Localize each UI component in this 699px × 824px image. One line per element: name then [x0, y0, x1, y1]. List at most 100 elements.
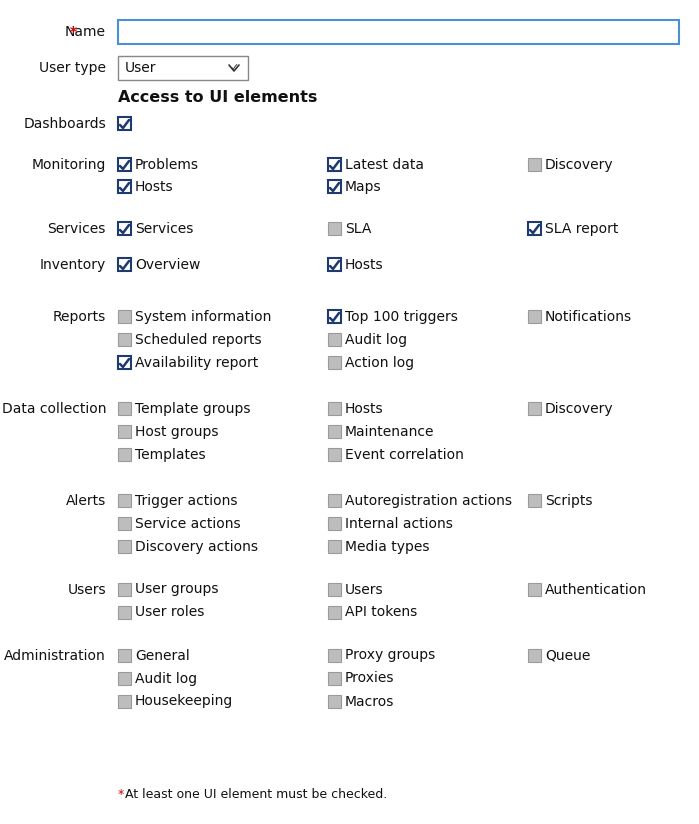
Text: ✓: ✓	[229, 63, 238, 73]
FancyBboxPatch shape	[118, 310, 131, 323]
Text: Scheduled reports: Scheduled reports	[135, 333, 261, 347]
FancyBboxPatch shape	[118, 425, 131, 438]
Text: Top 100 triggers: Top 100 triggers	[345, 310, 458, 324]
FancyBboxPatch shape	[328, 672, 341, 685]
Text: Authentication: Authentication	[545, 583, 647, 597]
FancyBboxPatch shape	[118, 649, 131, 662]
FancyBboxPatch shape	[118, 158, 131, 171]
FancyBboxPatch shape	[328, 540, 341, 553]
FancyBboxPatch shape	[118, 494, 131, 507]
Text: Service actions: Service actions	[135, 517, 240, 531]
FancyBboxPatch shape	[118, 583, 131, 596]
Text: Availability report: Availability report	[135, 355, 258, 369]
Text: Autoregistration actions: Autoregistration actions	[345, 494, 512, 508]
Text: Administration: Administration	[4, 648, 106, 662]
Text: Discovery: Discovery	[545, 401, 614, 415]
Text: Overview: Overview	[135, 258, 201, 271]
Text: Discovery actions: Discovery actions	[135, 540, 258, 554]
Text: Dashboards: Dashboards	[23, 116, 106, 130]
FancyBboxPatch shape	[118, 695, 131, 708]
FancyBboxPatch shape	[528, 158, 541, 171]
FancyBboxPatch shape	[118, 258, 131, 271]
Text: Maps: Maps	[345, 180, 382, 194]
FancyBboxPatch shape	[118, 180, 131, 193]
FancyBboxPatch shape	[328, 606, 341, 619]
FancyBboxPatch shape	[328, 356, 341, 369]
Text: Audit log: Audit log	[135, 672, 197, 686]
Text: Maintenance: Maintenance	[345, 424, 435, 438]
FancyBboxPatch shape	[328, 494, 341, 507]
Text: Data collection: Data collection	[1, 401, 106, 415]
FancyBboxPatch shape	[118, 402, 131, 415]
FancyBboxPatch shape	[328, 649, 341, 662]
Text: Problems: Problems	[135, 157, 199, 171]
Text: *: *	[118, 789, 128, 802]
Text: Host groups: Host groups	[135, 424, 219, 438]
FancyBboxPatch shape	[328, 517, 341, 530]
Text: Access to UI elements: Access to UI elements	[118, 90, 317, 105]
FancyBboxPatch shape	[328, 448, 341, 461]
Text: Proxy groups: Proxy groups	[345, 648, 435, 662]
FancyBboxPatch shape	[118, 356, 131, 369]
Text: Action log: Action log	[345, 355, 414, 369]
FancyBboxPatch shape	[118, 20, 679, 44]
Text: User roles: User roles	[135, 606, 204, 620]
Text: Template groups: Template groups	[135, 401, 250, 415]
Text: User: User	[125, 61, 157, 75]
Text: Media types: Media types	[345, 540, 429, 554]
Text: API tokens: API tokens	[345, 606, 417, 620]
FancyBboxPatch shape	[528, 494, 541, 507]
Text: SLA: SLA	[345, 222, 371, 236]
Text: Reports: Reports	[52, 310, 106, 324]
Text: Notifications: Notifications	[545, 310, 632, 324]
Text: Audit log: Audit log	[345, 333, 407, 347]
Text: Proxies: Proxies	[345, 672, 394, 686]
Text: Alerts: Alerts	[66, 494, 106, 508]
FancyBboxPatch shape	[528, 402, 541, 415]
Text: Event correlation: Event correlation	[345, 447, 464, 461]
FancyBboxPatch shape	[118, 517, 131, 530]
Text: Inventory: Inventory	[40, 258, 106, 271]
FancyBboxPatch shape	[118, 56, 248, 80]
Text: *: *	[70, 25, 77, 39]
Text: Trigger actions: Trigger actions	[135, 494, 238, 508]
FancyBboxPatch shape	[118, 333, 131, 346]
Text: Scripts: Scripts	[545, 494, 593, 508]
Text: SLA report: SLA report	[545, 222, 619, 236]
FancyBboxPatch shape	[118, 540, 131, 553]
FancyBboxPatch shape	[328, 402, 341, 415]
FancyBboxPatch shape	[328, 333, 341, 346]
Text: User groups: User groups	[135, 583, 219, 597]
Text: Internal actions: Internal actions	[345, 517, 453, 531]
Text: Hosts: Hosts	[345, 401, 384, 415]
FancyBboxPatch shape	[328, 425, 341, 438]
Text: Macros: Macros	[345, 695, 394, 709]
FancyBboxPatch shape	[118, 222, 131, 235]
FancyBboxPatch shape	[328, 222, 341, 235]
Text: Templates: Templates	[135, 447, 206, 461]
FancyBboxPatch shape	[118, 117, 131, 130]
FancyBboxPatch shape	[118, 606, 131, 619]
FancyBboxPatch shape	[528, 649, 541, 662]
Text: Users: Users	[345, 583, 384, 597]
Text: Services: Services	[135, 222, 194, 236]
Text: Services: Services	[48, 222, 106, 236]
Text: Discovery: Discovery	[545, 157, 614, 171]
FancyBboxPatch shape	[328, 258, 341, 271]
FancyBboxPatch shape	[528, 583, 541, 596]
FancyBboxPatch shape	[528, 310, 541, 323]
Text: Monitoring: Monitoring	[31, 157, 106, 171]
Text: System information: System information	[135, 310, 271, 324]
Text: Hosts: Hosts	[345, 258, 384, 271]
FancyBboxPatch shape	[328, 180, 341, 193]
FancyBboxPatch shape	[328, 310, 341, 323]
Text: Queue: Queue	[545, 648, 591, 662]
Text: Latest data: Latest data	[345, 157, 424, 171]
FancyBboxPatch shape	[328, 158, 341, 171]
FancyBboxPatch shape	[328, 583, 341, 596]
Text: User type: User type	[39, 61, 106, 75]
FancyBboxPatch shape	[118, 448, 131, 461]
Text: Hosts: Hosts	[135, 180, 173, 194]
FancyBboxPatch shape	[328, 695, 341, 708]
Text: At least one UI element must be checked.: At least one UI element must be checked.	[125, 789, 387, 802]
